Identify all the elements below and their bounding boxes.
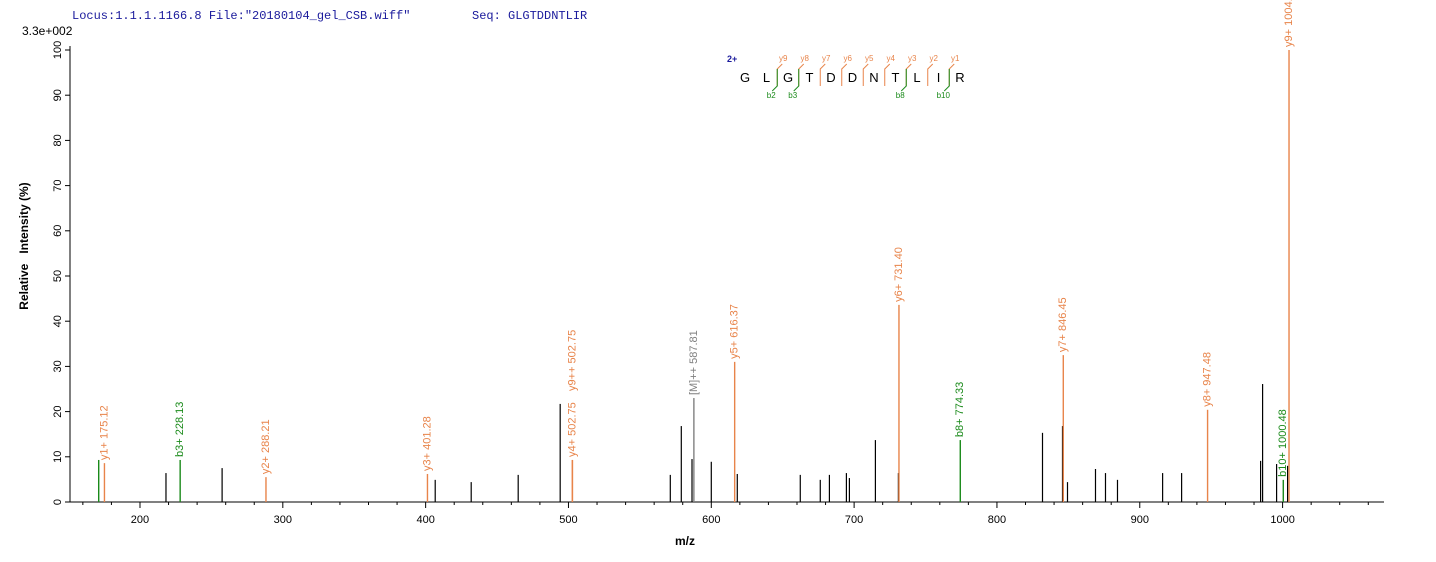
peak-label: b8+ 774.33 xyxy=(954,382,966,437)
y-tick-label: 90 xyxy=(52,89,64,101)
residue: D xyxy=(826,70,835,85)
x-tick-label: 200 xyxy=(131,514,149,526)
x-tick-label: 700 xyxy=(845,514,863,526)
charge-label: 2+ xyxy=(727,54,737,64)
y-cleavage xyxy=(841,63,848,86)
peak-label: y8+ 947.48 xyxy=(1201,352,1213,407)
residue: N xyxy=(869,70,878,85)
b-ion-label: b8 xyxy=(896,91,905,100)
y-axis-label: Relative Intensity (%) xyxy=(17,182,31,309)
b-cleavage xyxy=(771,69,778,92)
peak-label: [M]++ 587.81 xyxy=(688,330,700,395)
peak-label: y3+ 401.28 xyxy=(421,416,433,471)
y-ion-label: y6 xyxy=(844,54,853,63)
y-tick-label: 30 xyxy=(52,360,64,372)
y-cleavage xyxy=(905,63,912,86)
peak-label: y9++ 502.75 xyxy=(566,330,578,391)
x-tick-label: 1000 xyxy=(1270,514,1294,526)
y-ion-label: y2 xyxy=(930,54,939,63)
peak-label: y4+ 502.75 xyxy=(566,402,578,457)
y-tick-label: 20 xyxy=(52,405,64,417)
locus-info: Locus:1.1.1.1166.8 File:"20180104_gel_CS… xyxy=(72,9,410,23)
peak-label: y7+ 846.45 xyxy=(1057,297,1069,352)
y-ion-label: y1 xyxy=(951,54,960,63)
x-tick-label: 300 xyxy=(274,514,292,526)
residue: D xyxy=(848,70,857,85)
residue: L xyxy=(913,70,920,85)
residue: R xyxy=(955,70,964,85)
y-cleavage xyxy=(884,63,891,86)
y-cleavage xyxy=(798,63,805,86)
residue: L xyxy=(763,70,770,85)
y-tick-label: 100 xyxy=(52,41,64,59)
residue: T xyxy=(806,70,814,85)
y-ion-label: y9 xyxy=(779,54,788,63)
y-cleavage xyxy=(862,63,869,86)
b-ion-label: b3 xyxy=(788,91,797,100)
peak-label: y6+ 731.40 xyxy=(893,247,905,302)
y-ion-label: y7 xyxy=(822,54,831,63)
y-ion-label: y8 xyxy=(801,54,810,63)
sequence-info: Seq: GLGTDDNTLIR xyxy=(472,9,587,23)
x-tick-label: 400 xyxy=(416,514,434,526)
y-tick-label: 70 xyxy=(52,179,64,191)
peak-label: y5+ 616.37 xyxy=(729,304,741,359)
residue: G xyxy=(783,70,793,85)
peak-label: b10+ 1000.48 xyxy=(1277,409,1289,477)
x-tick-label: 600 xyxy=(702,514,720,526)
x-tick-label: 900 xyxy=(1131,514,1149,526)
peak-label: y1+ 175.12 xyxy=(98,405,110,460)
residue: I xyxy=(937,70,941,85)
residue: G xyxy=(740,70,750,85)
b-ion-label: b2 xyxy=(767,91,776,100)
y-cleavage xyxy=(927,63,934,86)
y-tick-label: 0 xyxy=(52,499,64,505)
b-cleavage xyxy=(900,69,907,92)
y-ion-label: y4 xyxy=(887,54,896,63)
y-tick-label: 60 xyxy=(52,225,64,237)
y-tick-label: 50 xyxy=(52,270,64,282)
y-ion-label: y5 xyxy=(865,54,874,63)
b-ion-label: b10 xyxy=(937,91,951,100)
x-tick-label: 500 xyxy=(559,514,577,526)
residue: T xyxy=(892,70,900,85)
peak-label: b3+ 228.13 xyxy=(174,402,186,457)
b-cleavage xyxy=(943,69,950,92)
y-cleavage xyxy=(776,63,783,86)
x-tick-label: 800 xyxy=(988,514,1006,526)
x-axis-label: m/z xyxy=(675,534,695,548)
y-tick-label: 10 xyxy=(52,451,64,463)
y-tick-label: 80 xyxy=(52,134,64,146)
peak-label: y2+ 288.21 xyxy=(260,419,272,474)
y-ion-label: y3 xyxy=(908,54,917,63)
y-cleavage xyxy=(948,63,955,86)
y-tick-label: 40 xyxy=(52,315,64,327)
peak-label: y9+ 1004.50 xyxy=(1283,0,1295,47)
scale-label: 3.3e+002 xyxy=(22,24,73,38)
y-cleavage xyxy=(819,63,826,86)
b-cleavage xyxy=(793,69,800,92)
